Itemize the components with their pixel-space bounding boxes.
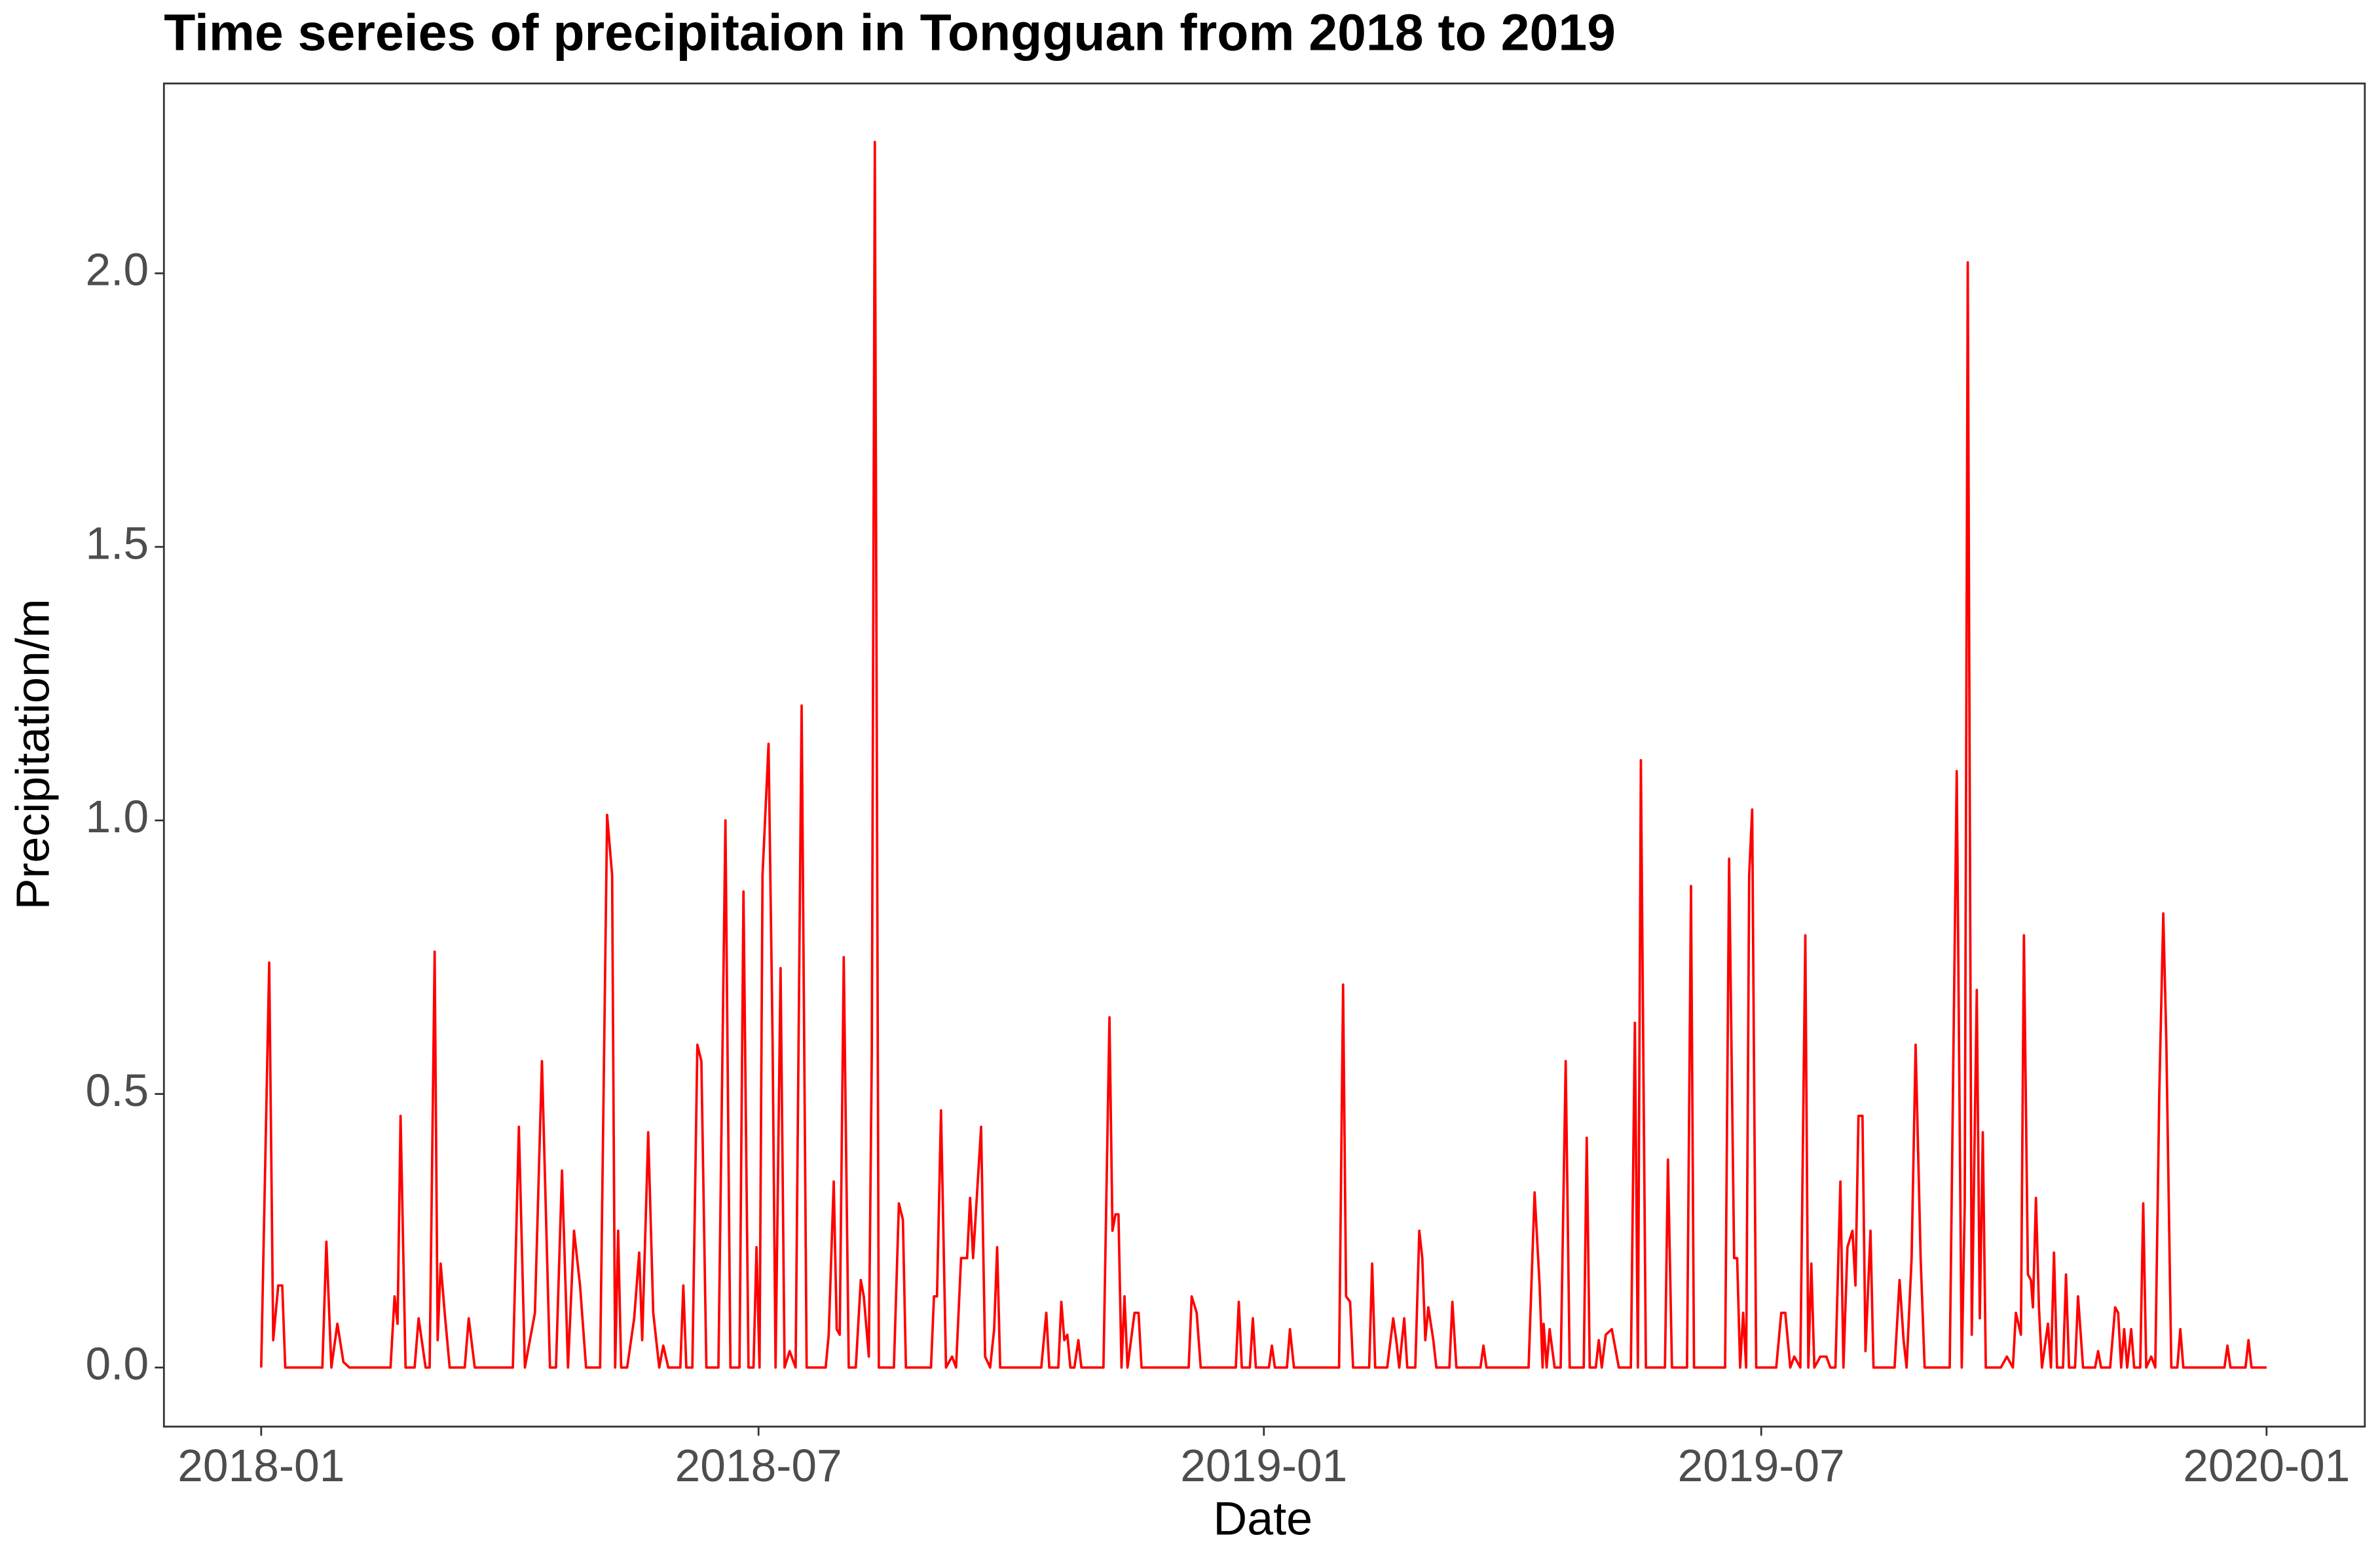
y-axis-title: Precipitation/m: [7, 599, 60, 910]
x-tick-label: 2018-07: [675, 1440, 842, 1491]
x-axis-title: Date: [1213, 1493, 1312, 1545]
chart-title: Time sereies of precipitaion in Tongguan…: [164, 3, 1616, 61]
x-tick-label: 2020-01: [2183, 1440, 2350, 1491]
y-tick-label: 0.5: [85, 1065, 149, 1116]
y-tick-label: 1.0: [85, 791, 149, 842]
x-tick-label: 2019-07: [1678, 1440, 1845, 1491]
y-tick-label: 0.0: [85, 1338, 149, 1390]
data-line: [259, 141, 2267, 1369]
x-tick-label: 2018-01: [177, 1440, 344, 1491]
x-tick-label: 2019-01: [1180, 1440, 1347, 1491]
y-tick-label: 1.5: [85, 517, 149, 568]
y-tick-label: 2.0: [85, 244, 149, 295]
